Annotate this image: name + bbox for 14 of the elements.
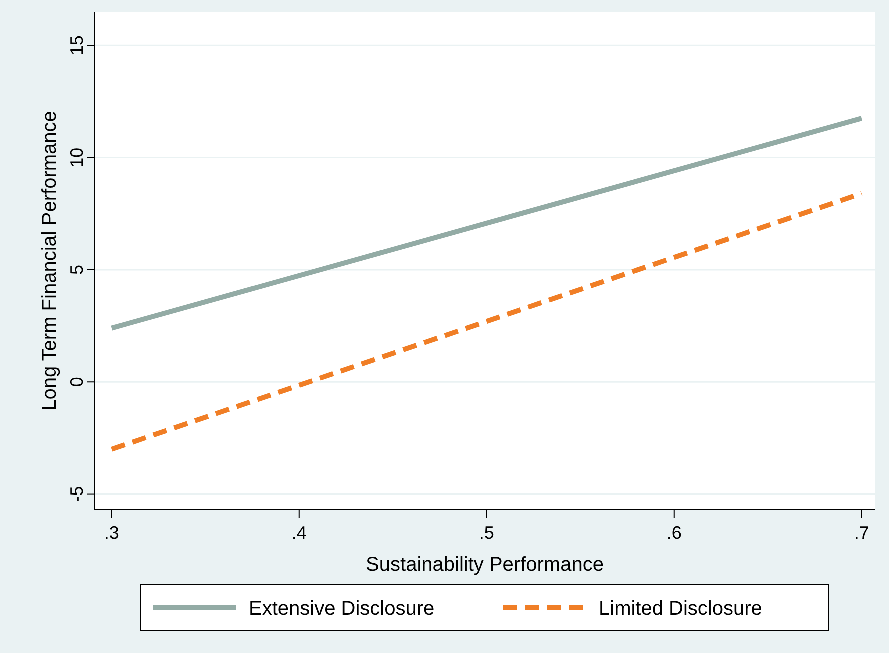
legend-label: Limited Disclosure (599, 598, 762, 620)
x-tick-label: .4 (292, 523, 307, 543)
y-axis-title: Long Term Financial Performance (39, 111, 61, 411)
x-tick-label: .3 (104, 523, 120, 543)
y-tick-label: 5 (67, 264, 87, 275)
y-tick-label: -5 (67, 486, 87, 502)
x-axis-title: Sustainability Performance (366, 554, 604, 576)
x-tick-label: .5 (479, 523, 494, 543)
y-tick-label: 15 (67, 36, 87, 56)
legend-label: Extensive Disclosure (249, 598, 435, 620)
x-tick-label: .7 (854, 523, 870, 543)
y-tick-label: 0 (67, 377, 87, 388)
y-tick-label: 10 (67, 148, 87, 168)
x-tick-label: .6 (666, 523, 682, 543)
